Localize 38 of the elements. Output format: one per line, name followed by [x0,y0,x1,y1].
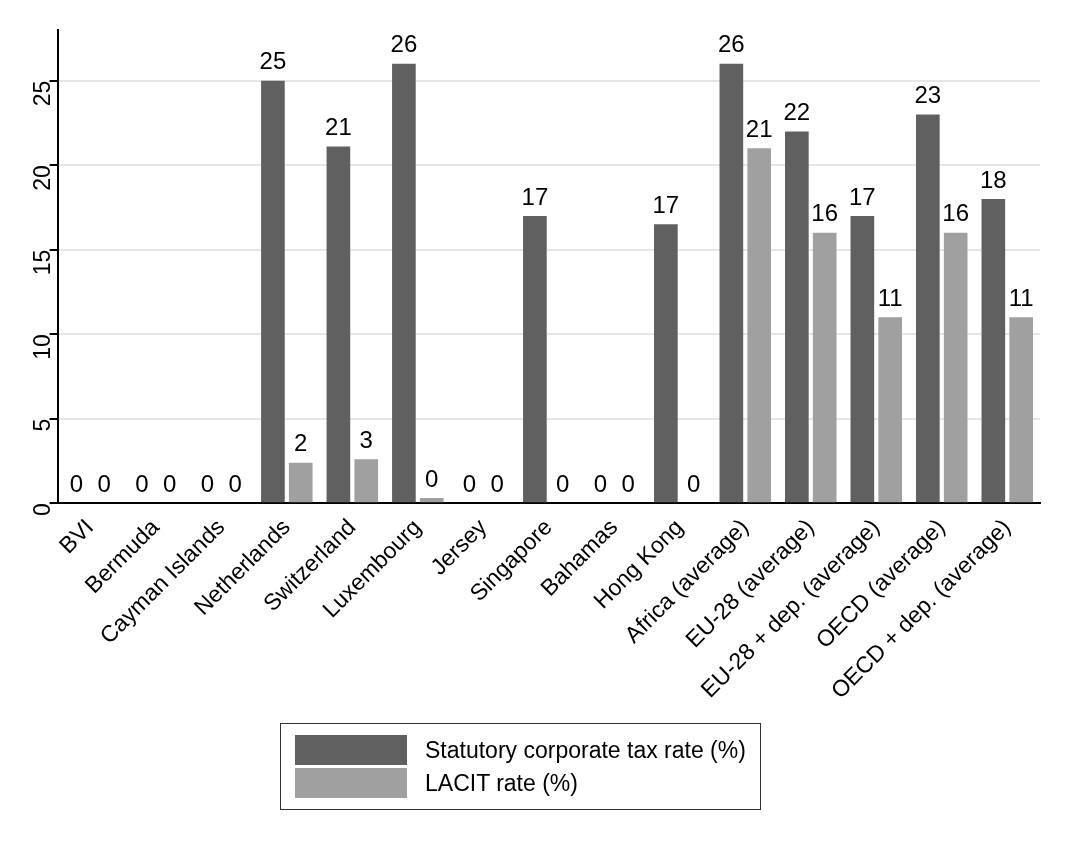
data-label: 0 [556,469,570,497]
legend-label: Statutory corporate tax rate (%) [425,736,746,764]
data-label: 0 [228,469,242,497]
data-label: 21 [745,114,773,142]
data-label: 0 [163,469,177,497]
data-label: 2 [294,429,308,457]
data-label: 21 [325,113,352,141]
data-label: 23 [914,81,942,109]
data-label: 0 [69,469,84,497]
data-label: 26 [390,30,418,58]
y-tick-label: 10 [28,334,55,360]
data-label: 0 [97,469,111,497]
y-tick-label: 5 [28,418,55,432]
data-label: 0 [593,469,608,497]
data-label: 0 [135,469,149,497]
data-label: 17 [652,190,680,218]
data-label: 3 [359,425,373,453]
y-tick-label: 25 [28,80,55,107]
data-label: 0 [621,469,635,497]
data-label: 22 [783,98,811,126]
data-label: 0 [490,469,504,497]
data-label: 26 [718,30,745,58]
data-label: 17 [521,182,549,210]
data-label: 0 [200,469,215,497]
data-label: 16 [811,199,839,227]
data-label: 0 [687,469,701,497]
data-label: 0 [425,464,439,492]
data-label: 11 [877,283,903,311]
data-label: 18 [979,165,1007,193]
data-label: 17 [849,182,876,210]
legend-label: LACIT rate (%) [425,769,578,797]
y-tick-label: 15 [28,249,55,276]
data-label: 11 [1008,283,1034,311]
y-tick-label: 0 [28,503,55,516]
data-label: 0 [462,469,477,497]
y-tick-label: 20 [28,165,55,191]
data-label: 16 [942,199,970,227]
data-label: 25 [259,47,287,75]
